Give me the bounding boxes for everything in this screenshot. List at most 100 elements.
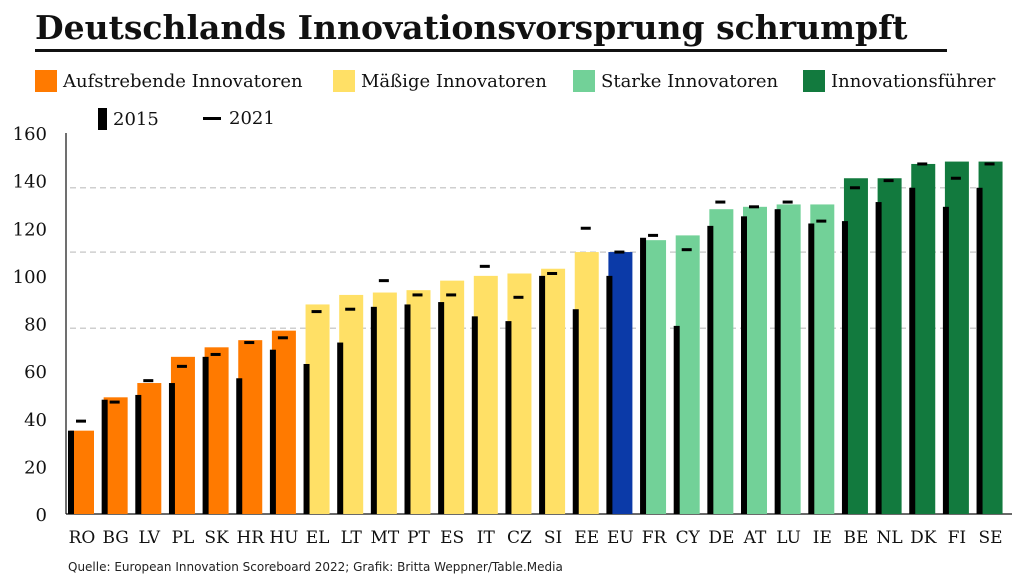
marker-2021 (311, 310, 322, 314)
x-tick-label: AT (743, 528, 767, 548)
marker-2021 (715, 200, 726, 204)
bar-2015 (741, 216, 747, 514)
bar-2015 (68, 430, 74, 514)
y-tick-label: 140 (13, 172, 47, 193)
bar-2015 (875, 202, 882, 514)
bar-2015 (101, 399, 108, 514)
x-tick-label: CY (676, 528, 701, 548)
x-tick-label: DK (910, 528, 937, 548)
marker-2021 (277, 336, 288, 340)
x-tick-label: ES (440, 528, 464, 548)
marker-2021 (513, 295, 524, 299)
x-tick-label: BE (843, 528, 868, 548)
marker-2021 (782, 200, 793, 204)
x-tick-label: NL (877, 528, 903, 548)
marker-2021 (143, 379, 154, 383)
x-tick-label: FI (948, 528, 967, 548)
y-tick-label: 100 (13, 267, 47, 288)
legend-swatch-2021 (203, 117, 221, 120)
x-tick-label: EE (574, 528, 599, 548)
bar-2015 (303, 363, 310, 514)
x-tick-label: PT (407, 528, 430, 548)
y-tick-label: 60 (24, 362, 47, 383)
marker-2021 (176, 364, 187, 368)
y-tick-label: 0 (36, 505, 47, 526)
bar-2015 (808, 223, 815, 515)
marker-2021 (412, 293, 423, 297)
x-tick-label: FR (642, 528, 668, 548)
marker-2021 (917, 162, 928, 166)
bar-2015 (606, 275, 613, 514)
marker-2021 (883, 179, 894, 183)
bar-2015 (707, 225, 714, 514)
marker-2021 (76, 419, 86, 423)
bar-2015 (673, 325, 680, 514)
bar-2015 (337, 342, 344, 514)
bar-2015 (539, 275, 546, 514)
x-tick-label: MT (370, 528, 399, 548)
legend-label-moderate: Mäßige Innovatoren (361, 70, 547, 92)
legend-label-emerging: Aufstrebende Innovatoren (63, 70, 303, 92)
x-tick-label: SI (544, 528, 562, 548)
source-note: Quelle: European Innovation Scoreboard 2… (68, 560, 563, 574)
legend-label-strong: Starke Innovatoren (601, 70, 779, 92)
marker-2021 (547, 271, 558, 275)
x-tick-label: LV (139, 528, 161, 548)
bar-2015 (370, 306, 377, 514)
marker-2021 (648, 233, 659, 237)
legend-swatch-leader (803, 70, 825, 92)
bar-2015 (640, 237, 647, 514)
marker-2021 (816, 219, 827, 223)
y-tick-label: 80 (24, 315, 47, 336)
chart-title: Deutschlands Innovationsvorsprung schrum… (35, 8, 908, 47)
marker-2021 (614, 250, 625, 254)
marker-2021 (580, 226, 591, 230)
legend-label-2021: 2021 (229, 108, 275, 129)
x-tick-label: EL (306, 528, 330, 548)
marker-2021 (446, 293, 457, 297)
x-tick-label: EU (607, 528, 634, 548)
bar-2015 (572, 309, 579, 514)
bar-2015 (438, 302, 445, 514)
legend-item-leader: Innovationsführer (803, 70, 995, 92)
x-tick-label: SK (204, 528, 229, 548)
marker-2021 (749, 205, 759, 209)
marker-2021 (950, 176, 961, 180)
bar-2015 (202, 356, 209, 514)
x-tick-label: HU (269, 528, 298, 548)
marker-2021 (109, 400, 120, 404)
legend-swatch-strong (573, 70, 595, 92)
bar-2015 (505, 321, 512, 514)
legend: Aufstrebende Innovatoren Mäßige Innovato… (35, 70, 1024, 130)
x-tick-label: RO (69, 528, 96, 548)
marker-2021 (849, 186, 860, 190)
bar-2015 (135, 394, 142, 514)
bar-2015 (909, 187, 916, 515)
legend-swatch-moderate (333, 70, 355, 92)
bar-2015 (976, 187, 983, 515)
bar-2015 (774, 209, 781, 514)
bar-2015 (269, 349, 276, 514)
legend-swatch-emerging (35, 70, 57, 92)
x-tick-label: IT (477, 528, 496, 548)
x-tick-label: DE (708, 528, 734, 548)
x-tick-label: PL (172, 528, 195, 548)
legend-item-2015: 2015 (98, 108, 159, 130)
legend-item-2021: 2021 (203, 108, 275, 129)
x-tick-label: HR (236, 528, 265, 548)
bar-2015 (236, 378, 243, 514)
legend-label-2015: 2015 (113, 108, 159, 130)
title-underline (35, 49, 947, 52)
x-tick-label: SE (979, 528, 1003, 548)
marker-2021 (210, 352, 221, 356)
bar-2015 (168, 383, 175, 514)
bar-2015 (404, 304, 411, 514)
marker-2021 (244, 341, 255, 345)
x-tick-label: IE (813, 528, 832, 548)
x-tick-label: LT (341, 528, 363, 548)
y-tick-label: 120 (13, 219, 47, 240)
marker-2021 (345, 307, 356, 311)
marker-2021 (378, 279, 389, 283)
x-tick-label: LU (776, 528, 801, 548)
